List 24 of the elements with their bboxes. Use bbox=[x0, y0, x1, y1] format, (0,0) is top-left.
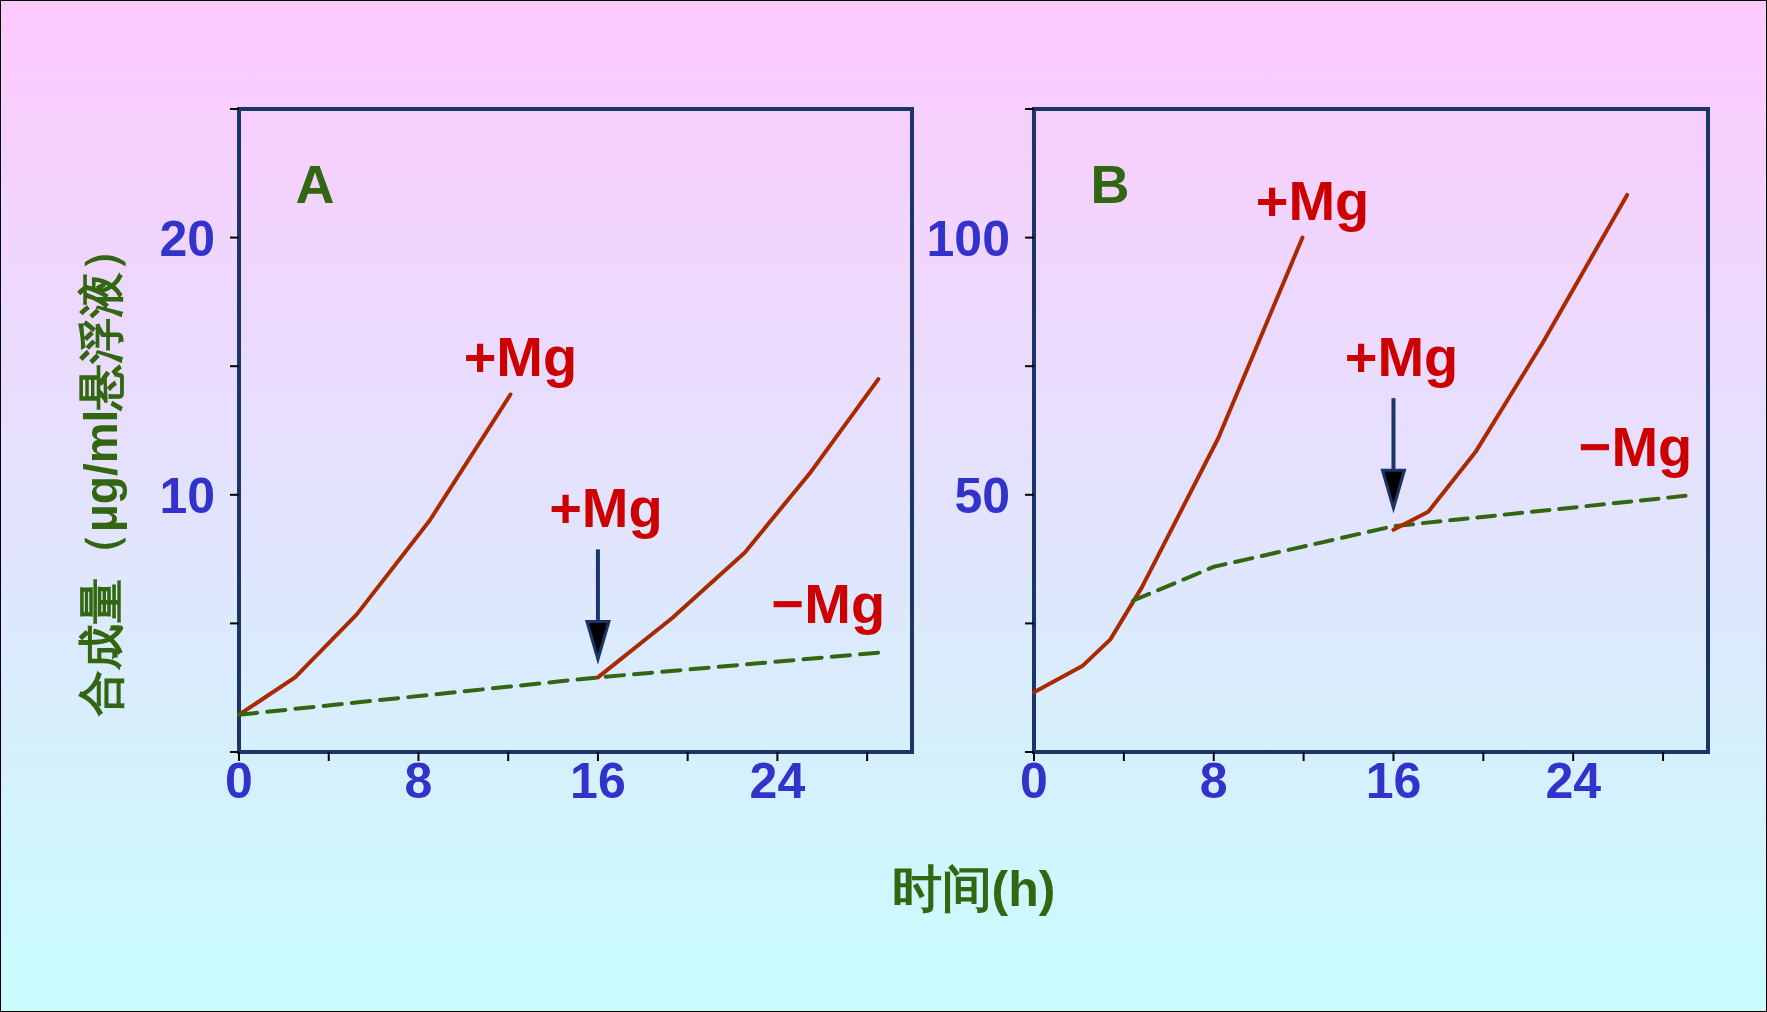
y-tick-label: 20 bbox=[159, 210, 215, 267]
x-tick-label: 16 bbox=[1365, 753, 1422, 809]
line-series bbox=[1130, 493, 1688, 603]
annotation: +Mg bbox=[1255, 168, 1370, 232]
y-tick-label: 10 bbox=[159, 467, 215, 524]
x-tick-label: 8 bbox=[1199, 753, 1228, 809]
annotation: +Mg bbox=[549, 476, 663, 540]
x-tick-label: 8 bbox=[404, 753, 433, 809]
text: B bbox=[1090, 154, 1130, 214]
annotation: +Mg bbox=[463, 325, 578, 389]
y-tick-label: 50 bbox=[954, 467, 1010, 524]
annotation: −Mg bbox=[1578, 414, 1693, 478]
x-tick-label: 24 bbox=[749, 753, 806, 809]
y-tick-label: 100 bbox=[926, 210, 1010, 267]
x-tick-label: 0 bbox=[1020, 753, 1048, 809]
x-tick-label: 0 bbox=[225, 753, 253, 809]
x-axis-title: 时间(h) bbox=[891, 861, 1056, 917]
x-tick-label: 24 bbox=[1545, 753, 1602, 809]
annotation: −Mg bbox=[771, 571, 886, 635]
annotation: +Mg bbox=[1344, 325, 1459, 389]
line-series bbox=[1032, 235, 1305, 695]
text: A bbox=[295, 154, 335, 214]
y-axis-title: 合成量（μg/ml悬浮液） bbox=[75, 225, 127, 718]
x-tick-label: 16 bbox=[570, 753, 626, 809]
